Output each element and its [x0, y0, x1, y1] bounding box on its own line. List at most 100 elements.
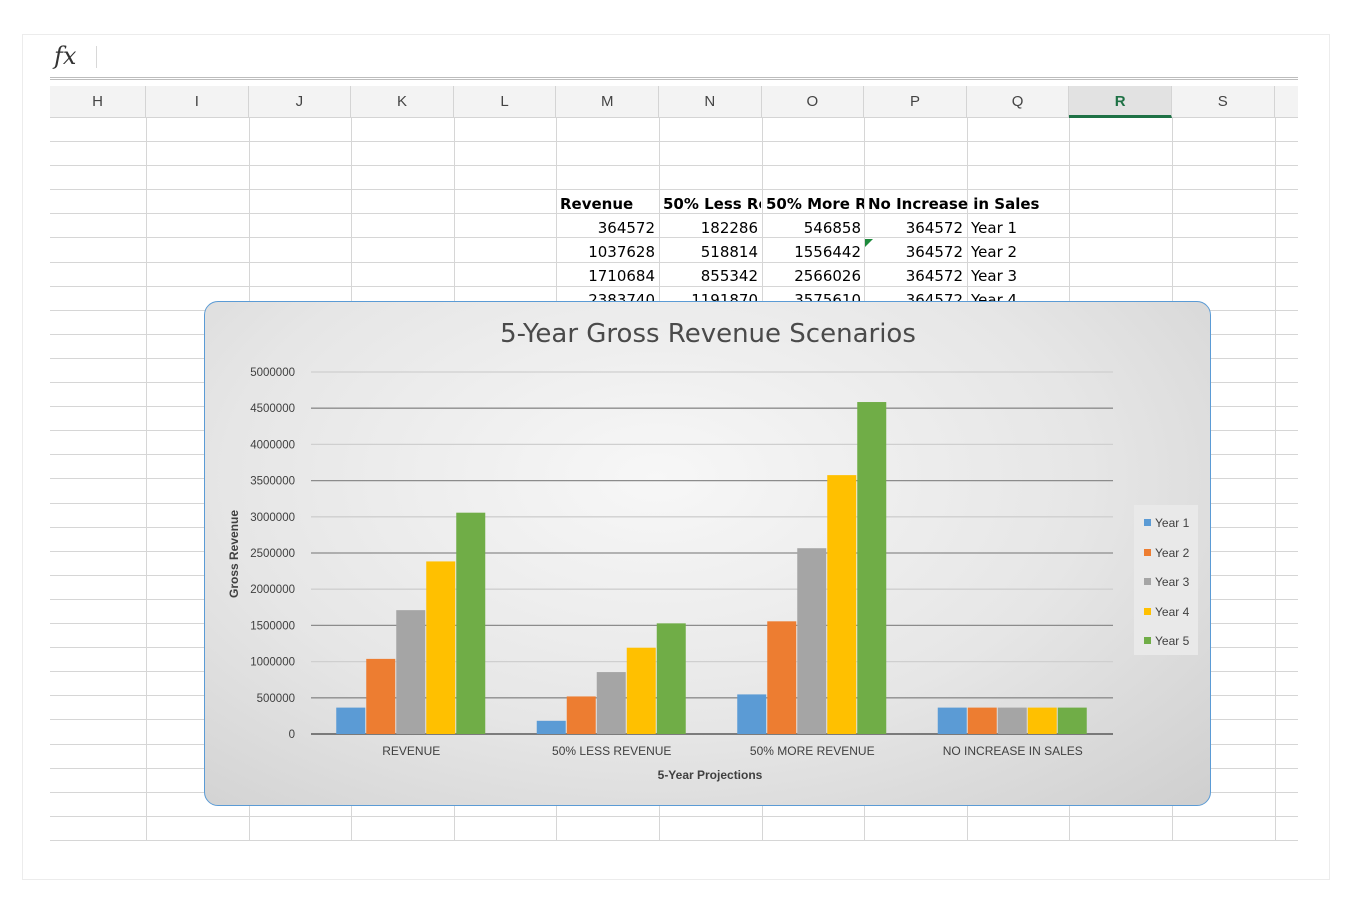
- grid-row-line: [50, 213, 1298, 215]
- column-header-n[interactable]: N: [659, 86, 762, 118]
- cell-revenue[interactable]: 1037628: [588, 243, 655, 261]
- column-header-j[interactable]: J: [249, 86, 352, 118]
- column-header-m[interactable]: M: [556, 86, 659, 118]
- grid-row-line: [50, 189, 1298, 191]
- cell-year-label[interactable]: Year 3: [971, 267, 1018, 285]
- bar-year-3: [797, 548, 827, 734]
- column-header-s[interactable]: S: [1172, 86, 1275, 118]
- grid-row-line: [50, 839, 1298, 841]
- legend-label: Year 2: [1155, 545, 1190, 560]
- y-tick-label: 3000000: [250, 512, 295, 524]
- grid-row-line: [50, 165, 1298, 167]
- cell-less[interactable]: 182286: [700, 219, 758, 237]
- cell-less[interactable]: 518814: [700, 243, 758, 261]
- bar-year-2: [967, 707, 997, 734]
- cell-no-increase[interactable]: 364572: [905, 267, 963, 285]
- column-header-i[interactable]: I: [146, 86, 249, 118]
- grid-row-line: [50, 261, 1298, 263]
- legend-label: Year 1: [1155, 516, 1190, 530]
- legend-item[interactable]: Year 3: [1144, 574, 1189, 590]
- y-tick-label: 4000000: [250, 439, 295, 451]
- column-header-k[interactable]: K: [351, 86, 454, 118]
- bar-year-4: [827, 475, 857, 734]
- cell-no-increase[interactable]: 364572: [905, 219, 963, 237]
- cell-more[interactable]: 546858: [803, 219, 861, 237]
- column-header-o[interactable]: O: [762, 86, 865, 118]
- legend-label: Year 3: [1155, 575, 1190, 589]
- chart-plot: 5-Year Gross Revenue Scenarios 0 500000 100…: [227, 319, 1113, 782]
- revenue-chart[interactable]: 5-Year Gross Revenue Scenarios 0 500000 100…: [204, 301, 1211, 806]
- bar-year-5: [656, 623, 686, 734]
- cell-error-indicator[interactable]: [865, 239, 873, 247]
- formula-bar-divider: [96, 46, 97, 68]
- column-header-l[interactable]: L: [454, 86, 557, 118]
- x-category-label: 50% LESS REVENUE: [552, 744, 671, 758]
- column-header-q[interactable]: Q: [967, 86, 1070, 118]
- chart-legend[interactable]: Year 1 Year 2 Year 3 Year 4 Year 5: [1134, 505, 1198, 655]
- y-tick-label: 4500000: [250, 403, 295, 415]
- bar-year-3: [997, 707, 1027, 734]
- x-category-label: 50% MORE REVENUE: [750, 744, 875, 758]
- legend-label: Year 5: [1155, 634, 1190, 648]
- header-revenue[interactable]: Revenue: [560, 195, 634, 213]
- chart-title: 5-Year Gross Revenue Scenarios: [500, 319, 916, 349]
- y-tick-label: 0: [289, 729, 295, 741]
- column-header-r[interactable]: R: [1069, 86, 1172, 118]
- y-axis-title: Gross Revenue: [227, 510, 241, 598]
- y-tick-label: 3500000: [250, 476, 295, 488]
- bar-year-1: [536, 720, 566, 734]
- grid-column-line: [1274, 118, 1276, 841]
- bar-year-1: [737, 694, 767, 734]
- cell-more[interactable]: 1556442: [794, 243, 861, 261]
- bar-year-4: [626, 647, 656, 734]
- cell-year-label[interactable]: Year 1: [971, 219, 1018, 237]
- bar-year-4: [426, 561, 456, 734]
- cell-year-label[interactable]: Year 2: [971, 243, 1018, 261]
- bar-year-4: [1027, 707, 1057, 734]
- header-more-revenue[interactable]: 50% More Re: [766, 195, 864, 213]
- legend-item[interactable]: Year 2: [1144, 545, 1189, 561]
- cell-more[interactable]: 2566026: [794, 267, 861, 285]
- x-category-label: NO INCREASE IN SALES: [943, 744, 1083, 758]
- cell-less[interactable]: 855342: [700, 267, 758, 285]
- header-no-increase[interactable]: No Increase in Sales: [868, 195, 1040, 213]
- y-tick-label: 1000000: [250, 657, 295, 669]
- legend-item[interactable]: Year 5: [1144, 633, 1189, 649]
- legend-swatch: [1144, 578, 1151, 585]
- grid-row-line: [50, 237, 1298, 239]
- bar-year-5: [1057, 707, 1087, 734]
- fx-label: fx: [54, 42, 77, 70]
- cell-revenue[interactable]: 364572: [597, 219, 655, 237]
- column-header-p[interactable]: P: [864, 86, 967, 118]
- legend-swatch: [1144, 607, 1151, 615]
- y-tick-label: 2500000: [250, 548, 295, 560]
- legend-swatch: [1144, 548, 1151, 556]
- y-tick-label: 500000: [257, 693, 295, 705]
- column-header-h[interactable]: H: [50, 86, 146, 118]
- legend-label: Year 4: [1155, 604, 1190, 619]
- grid-row-line: [50, 141, 1298, 142]
- y-tick-label: 5000000: [250, 367, 295, 379]
- bar-year-3: [396, 610, 426, 734]
- legend-swatch: [1144, 519, 1151, 526]
- bar-year-3: [596, 672, 626, 734]
- formula-bar[interactable]: fx: [50, 40, 1298, 80]
- bar-year-1: [937, 707, 967, 734]
- cell-revenue[interactable]: 1710684: [588, 267, 655, 285]
- legend-item[interactable]: Year 1: [1144, 515, 1189, 531]
- cell-no-increase[interactable]: 364572: [905, 243, 963, 261]
- bar-year-2: [566, 696, 596, 734]
- grid-row-line: [50, 285, 1298, 287]
- x-axis-title: 5-Year Projections: [658, 768, 763, 782]
- y-tick-label: 2000000: [250, 584, 295, 596]
- header-less-revenue[interactable]: 50% Less Rev: [663, 195, 761, 213]
- grid-row-line: [50, 815, 1298, 817]
- bar-year-1: [336, 707, 366, 734]
- legend-item[interactable]: Year 4: [1144, 604, 1189, 620]
- x-category-label: REVENUE: [382, 744, 440, 758]
- legend-swatch: [1144, 637, 1151, 644]
- y-tick-label: 1500000: [250, 620, 295, 632]
- bar-year-2: [767, 621, 797, 734]
- bar-year-5: [456, 512, 486, 734]
